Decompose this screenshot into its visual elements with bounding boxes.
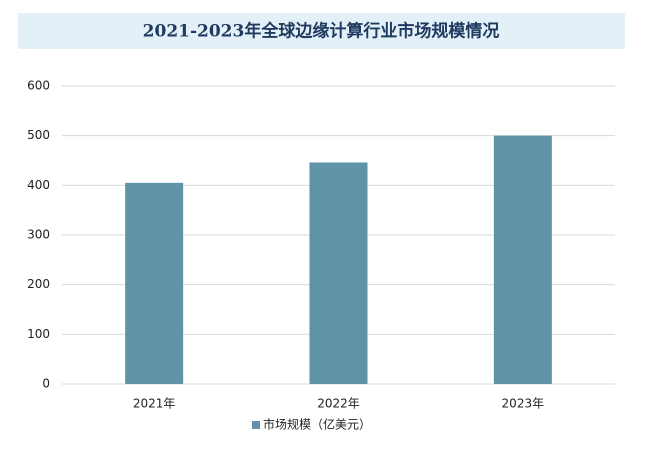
legend-label: 市场规模（亿美元） — [263, 417, 371, 432]
bar — [309, 162, 368, 384]
bar — [493, 135, 552, 384]
x-tick-label: 2023年 — [502, 397, 545, 411]
y-tick-label: 100 — [27, 327, 50, 341]
legend-marker — [252, 421, 260, 429]
title-banner — [18, 13, 625, 49]
x-tick-label: 2021年 — [133, 397, 176, 411]
y-tick-label: 300 — [27, 228, 50, 242]
y-tick-label: 600 — [27, 79, 50, 93]
y-tick-label: 500 — [27, 128, 50, 142]
y-tick-label: 400 — [27, 178, 50, 192]
x-tick-label: 2022年 — [317, 397, 360, 411]
y-tick-label: 0 — [42, 377, 50, 391]
chart-title: 2021-2023年全球边缘计算行业市场规模情况 — [143, 21, 500, 42]
bar — [125, 182, 184, 384]
y-tick-label: 200 — [27, 277, 50, 291]
